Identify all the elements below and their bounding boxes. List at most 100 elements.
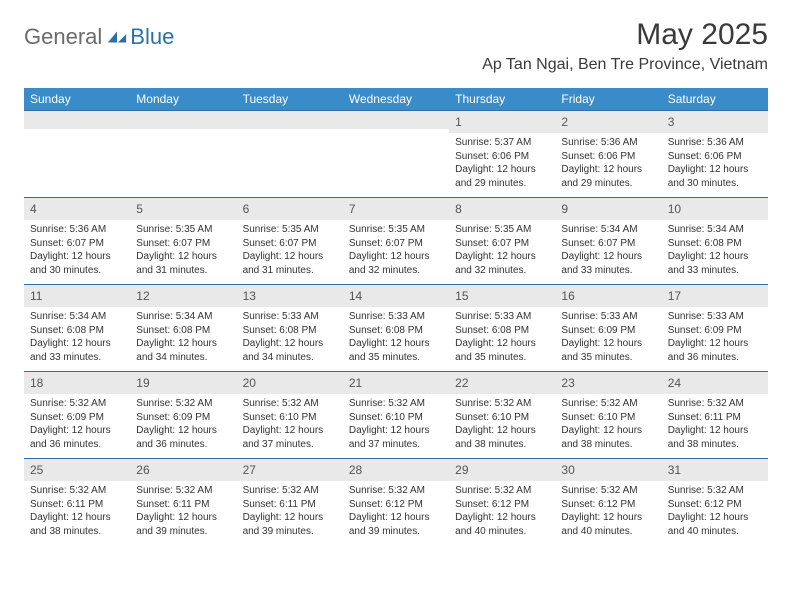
weekday-header-row: SundayMondayTuesdayWednesdayThursdayFrid… — [24, 88, 768, 110]
day-number-bar: 28 — [343, 459, 449, 481]
brand-blue: Blue — [130, 24, 174, 50]
day-details: Sunrise: 5:32 AMSunset: 6:10 PMDaylight:… — [237, 394, 343, 455]
day-cell: 8 Sunrise: 5:35 AMSunset: 6:07 PMDaylight… — [449, 198, 555, 284]
day-cell: 15 Sunrise: 5:33 AMSunset: 6:08 PMDayligh… — [449, 285, 555, 371]
day-number: 20 — [243, 376, 256, 390]
day-cell: 21Sunrise: 5:32 AMSunset: 6:10 PMDayligh… — [343, 372, 449, 458]
empty-day-bar — [237, 111, 343, 129]
day-details: Sunrise: 5:32 AMSunset: 6:12 PMDaylight:… — [662, 481, 768, 542]
day-cell — [237, 111, 343, 197]
day-cell: 31 Sunrise: 5:32 AMSunset: 6:12 PMDayligh… — [662, 459, 768, 545]
day-cell — [24, 111, 130, 197]
day-number-bar: 18 — [24, 372, 130, 394]
day-number-bar: 25 — [24, 459, 130, 481]
day-number: 27 — [243, 463, 256, 477]
day-details: Sunrise: 5:34 AMSunset: 6:08 PMDaylight:… — [130, 307, 236, 368]
day-number-bar: 7 — [343, 198, 449, 220]
day-number-bar: 23 — [555, 372, 661, 394]
day-number: 29 — [455, 463, 468, 477]
day-details: Sunrise: 5:35 AMSunset: 6:07 PMDaylight:… — [130, 220, 236, 281]
day-cell: 22Sunrise: 5:32 AMSunset: 6:10 PMDayligh… — [449, 372, 555, 458]
day-cell: 26Sunrise: 5:32 AMSunset: 6:11 PMDayligh… — [130, 459, 236, 545]
weeks-container: 1 Sunrise: 5:37 AMSunset: 6:06 PMDaylight… — [24, 110, 768, 545]
day-number: 8 — [455, 202, 462, 216]
day-number: 31 — [668, 463, 681, 477]
brand-logo: General Blue — [24, 24, 174, 50]
calendar-page: General Blue May 2025 Ap Tan Ngai, Ben T… — [0, 0, 792, 545]
day-details: Sunrise: 5:32 AMSunset: 6:10 PMDaylight:… — [449, 394, 555, 455]
weekday-sunday: Sunday — [24, 88, 130, 110]
day-number-bar: 8 — [449, 198, 555, 220]
empty-day-bar — [24, 111, 130, 129]
day-number: 7 — [349, 202, 356, 216]
title-block: May 2025 Ap Tan Ngai, Ben Tre Province, … — [482, 18, 768, 74]
day-number: 19 — [136, 376, 149, 390]
day-details: Sunrise: 5:32 AMSunset: 6:10 PMDaylight:… — [343, 394, 449, 455]
day-number-bar: 29 — [449, 459, 555, 481]
header: General Blue May 2025 Ap Tan Ngai, Ben T… — [24, 18, 768, 74]
day-details: Sunrise: 5:36 AMSunset: 6:06 PMDaylight:… — [662, 133, 768, 194]
day-cell: 9Sunrise: 5:34 AMSunset: 6:07 PMDaylight… — [555, 198, 661, 284]
weekday-wednesday: Wednesday — [343, 88, 449, 110]
day-details: Sunrise: 5:33 AMSunset: 6:09 PMDaylight:… — [555, 307, 661, 368]
day-details: Sunrise: 5:32 AMSunset: 6:11 PMDaylight:… — [130, 481, 236, 542]
empty-day-bar — [130, 111, 236, 129]
day-number-bar: 12 — [130, 285, 236, 307]
day-cell: 29Sunrise: 5:32 AMSunset: 6:12 PMDayligh… — [449, 459, 555, 545]
day-cell: 24 Sunrise: 5:32 AMSunset: 6:11 PMDayligh… — [662, 372, 768, 458]
day-cell — [130, 111, 236, 197]
day-number-bar: 27 — [237, 459, 343, 481]
day-details: Sunrise: 5:34 AMSunset: 6:07 PMDaylight:… — [555, 220, 661, 281]
day-details: Sunrise: 5:32 AMSunset: 6:10 PMDaylight:… — [555, 394, 661, 455]
day-number: 1 — [455, 115, 462, 129]
day-cell: 6Sunrise: 5:35 AMSunset: 6:07 PMDaylight… — [237, 198, 343, 284]
day-cell: 12Sunrise: 5:34 AMSunset: 6:08 PMDayligh… — [130, 285, 236, 371]
day-number: 2 — [561, 115, 568, 129]
month-title: May 2025 — [482, 18, 768, 52]
day-details: Sunrise: 5:32 AMSunset: 6:09 PMDaylight:… — [24, 394, 130, 455]
day-details: Sunrise: 5:33 AMSunset: 6:08 PMDaylight:… — [449, 307, 555, 368]
day-details: Sunrise: 5:34 AMSunset: 6:08 PMDaylight:… — [24, 307, 130, 368]
day-cell: 20 Sunrise: 5:32 AMSunset: 6:10 PMDayligh… — [237, 372, 343, 458]
day-number: 24 — [668, 376, 681, 390]
day-number-bar: 1 — [449, 111, 555, 133]
week-row: 4Sunrise: 5:36 AMSunset: 6:07 PMDaylight… — [24, 197, 768, 284]
weekday-tuesday: Tuesday — [237, 88, 343, 110]
brand-general: General — [24, 24, 102, 50]
day-cell: 1 Sunrise: 5:37 AMSunset: 6:06 PMDaylight… — [449, 111, 555, 197]
day-details: Sunrise: 5:32 AMSunset: 6:12 PMDaylight:… — [343, 481, 449, 542]
day-details: Sunrise: 5:33 AMSunset: 6:08 PMDaylight:… — [237, 307, 343, 368]
day-details: Sunrise: 5:35 AMSunset: 6:07 PMDaylight:… — [237, 220, 343, 281]
day-number-bar: 13 — [237, 285, 343, 307]
day-number-bar: 22 — [449, 372, 555, 394]
day-number: 3 — [668, 115, 675, 129]
day-number-bar: 2 — [555, 111, 661, 133]
day-number-bar: 6 — [237, 198, 343, 220]
day-number: 17 — [668, 289, 681, 303]
day-number: 15 — [455, 289, 468, 303]
day-number-bar: 30 — [555, 459, 661, 481]
day-cell — [343, 111, 449, 197]
day-cell: 16 Sunrise: 5:33 AMSunset: 6:09 PMDayligh… — [555, 285, 661, 371]
day-number-bar: 3 — [662, 111, 768, 133]
day-number-bar: 31 — [662, 459, 768, 481]
day-number-bar: 16 — [555, 285, 661, 307]
day-number-bar: 5 — [130, 198, 236, 220]
day-details: Sunrise: 5:37 AMSunset: 6:06 PMDaylight:… — [449, 133, 555, 194]
day-number-bar: 10 — [662, 198, 768, 220]
day-cell: 27Sunrise: 5:32 AMSunset: 6:11 PMDayligh… — [237, 459, 343, 545]
day-number: 25 — [30, 463, 43, 477]
day-cell: 4Sunrise: 5:36 AMSunset: 6:07 PMDaylight… — [24, 198, 130, 284]
day-cell: 2Sunrise: 5:36 AMSunset: 6:06 PMDaylight… — [555, 111, 661, 197]
day-cell: 10Sunrise: 5:34 AMSunset: 6:08 PMDayligh… — [662, 198, 768, 284]
day-cell: 14Sunrise: 5:33 AMSunset: 6:08 PMDayligh… — [343, 285, 449, 371]
day-details: Sunrise: 5:32 AMSunset: 6:11 PMDaylight:… — [662, 394, 768, 455]
day-number-bar: 9 — [555, 198, 661, 220]
day-number: 5 — [136, 202, 143, 216]
day-details: Sunrise: 5:35 AMSunset: 6:07 PMDaylight:… — [449, 220, 555, 281]
day-details: Sunrise: 5:32 AMSunset: 6:11 PMDaylight:… — [24, 481, 130, 542]
day-number-bar: 15 — [449, 285, 555, 307]
day-number: 16 — [561, 289, 574, 303]
day-number: 18 — [30, 376, 43, 390]
week-row: 1 Sunrise: 5:37 AMSunset: 6:06 PMDaylight… — [24, 110, 768, 197]
